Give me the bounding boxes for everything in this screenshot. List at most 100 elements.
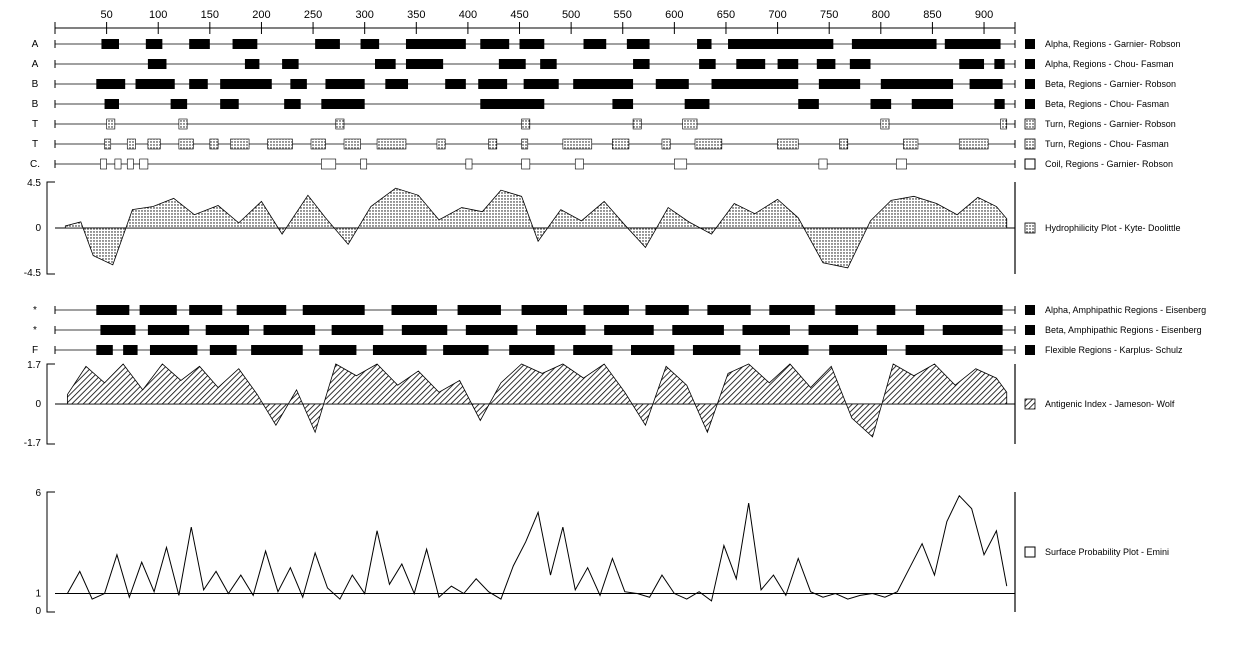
- track-segment: [881, 119, 889, 129]
- track-segment: [480, 99, 544, 109]
- track-segment: [344, 139, 361, 149]
- track-segment: [107, 119, 115, 129]
- track-segment: [437, 139, 445, 149]
- row-label: F: [32, 345, 38, 356]
- x-tick-label: 550: [614, 9, 632, 21]
- legend-label: Flexible Regions - Karplus- Schulz: [1045, 345, 1183, 355]
- track-segment: [520, 39, 545, 49]
- track-segment: [584, 39, 607, 49]
- track-segment: [798, 99, 819, 109]
- track-segment: [321, 99, 364, 109]
- track-segment: [945, 39, 1001, 49]
- legend-label: Surface Probability Plot - Emini: [1045, 547, 1169, 557]
- track-segment: [563, 139, 592, 149]
- row-label: C.: [30, 159, 40, 170]
- track-segment: [612, 99, 633, 109]
- track-segment: [522, 159, 530, 169]
- track-segment: [489, 139, 497, 149]
- track-segment: [896, 159, 906, 169]
- track-segment: [906, 345, 1003, 355]
- track-segment: [916, 305, 1003, 315]
- track-segment: [315, 39, 340, 49]
- svg-text:0: 0: [35, 606, 41, 617]
- track-segment: [458, 305, 501, 315]
- track-segment: [852, 39, 937, 49]
- track-segment: [742, 325, 789, 335]
- svg-text:4.5: 4.5: [27, 178, 41, 189]
- track-segment: [573, 345, 612, 355]
- track-segment: [321, 159, 335, 169]
- track-segment: [210, 139, 218, 149]
- track-segment: [817, 59, 836, 69]
- legend-label: Coil, Regions - Garnier- Robson: [1045, 159, 1173, 169]
- track-segment: [220, 79, 272, 89]
- svg-text:-4.5: -4.5: [24, 268, 42, 279]
- track-segment: [994, 99, 1004, 109]
- track-segment: [189, 305, 222, 315]
- x-tick-label: 400: [459, 9, 477, 21]
- x-tick-label: 250: [304, 9, 322, 21]
- legend-label: Beta, Amphipathic Regions - Eisenberg: [1045, 325, 1202, 335]
- row-label: T: [32, 139, 38, 150]
- svg-text:6: 6: [35, 488, 41, 499]
- x-tick-label: 50: [100, 9, 112, 21]
- track-segment: [303, 305, 365, 315]
- track-segment: [835, 305, 895, 315]
- track-segment: [819, 79, 860, 89]
- track-segment: [695, 139, 722, 149]
- track-segment: [171, 99, 188, 109]
- track-segment: [136, 79, 175, 89]
- legend-label: Turn, Regions - Chou- Fasman: [1045, 139, 1169, 149]
- track-segment: [189, 39, 210, 49]
- track-segment: [210, 345, 237, 355]
- track-segment: [712, 79, 799, 89]
- track-segment: [105, 139, 111, 149]
- track-segment: [728, 39, 833, 49]
- protein-analysis-plot: 5010015020025030035040045050055060065070…: [0, 0, 1240, 662]
- track-segment: [662, 139, 670, 149]
- track-segment: [392, 305, 437, 315]
- track-segment: [146, 39, 163, 49]
- track-segment: [994, 59, 1004, 69]
- track-segment: [736, 59, 765, 69]
- legend-label: Turn, Regions - Garnier- Robson: [1045, 119, 1176, 129]
- track-segment: [336, 119, 344, 129]
- svg-text:0: 0: [35, 223, 41, 234]
- track-segment: [377, 139, 406, 149]
- track-segment: [633, 59, 650, 69]
- x-tick-label: 200: [252, 9, 270, 21]
- track-segment: [604, 325, 654, 335]
- track-segment: [850, 59, 871, 69]
- line-curve: [67, 496, 1006, 601]
- track-segment: [499, 59, 526, 69]
- track-segment: [96, 79, 125, 89]
- track-segment: [943, 325, 1003, 335]
- track-segment: [840, 139, 848, 149]
- track-segment: [1001, 119, 1007, 129]
- track-segment: [127, 159, 133, 169]
- track-segment: [230, 139, 249, 149]
- track-segment: [633, 119, 641, 129]
- track-segment: [870, 99, 891, 109]
- track-segment: [524, 79, 559, 89]
- track-segment: [685, 99, 710, 109]
- x-tick-label: 900: [975, 9, 993, 21]
- track-segment: [96, 345, 113, 355]
- track-segment: [251, 345, 303, 355]
- track-segment: [959, 59, 984, 69]
- track-segment: [220, 99, 239, 109]
- track-segment: [627, 39, 650, 49]
- track-segment: [105, 99, 119, 109]
- track-segment: [707, 305, 750, 315]
- track-segment: [385, 79, 408, 89]
- track-segment: [206, 325, 249, 335]
- legend-label: Beta, Regions - Chou- Fasman: [1045, 99, 1169, 109]
- legend-label: Antigenic Index - Jameson- Wolf: [1045, 399, 1175, 409]
- track-segment: [282, 59, 299, 69]
- area-curve: [67, 364, 1006, 437]
- track-segment: [402, 325, 447, 335]
- track-segment: [325, 79, 364, 89]
- track-segment: [284, 99, 301, 109]
- track-segment: [575, 159, 583, 169]
- x-tick-label: 600: [665, 9, 683, 21]
